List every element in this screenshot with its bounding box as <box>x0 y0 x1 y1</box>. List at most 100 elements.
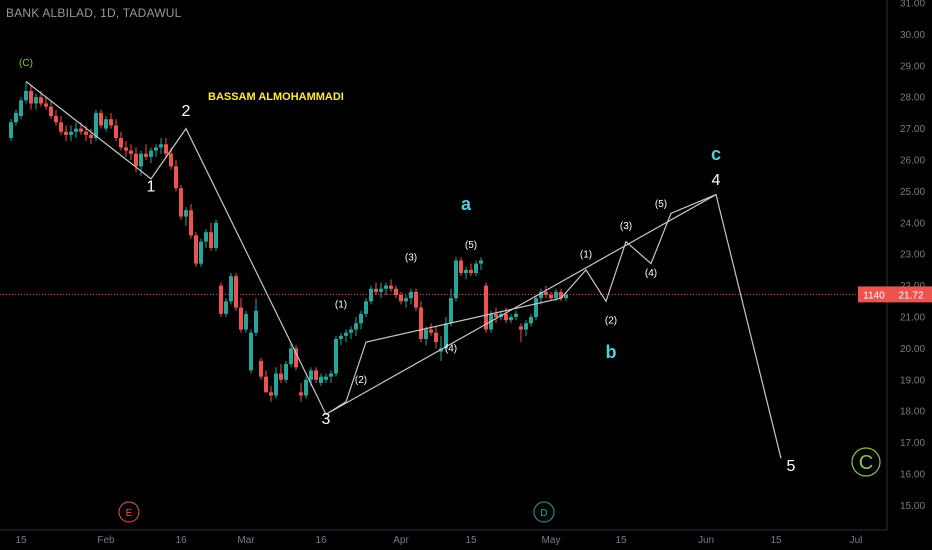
candle-body <box>379 288 383 292</box>
candle-body <box>109 119 113 126</box>
candle-body <box>279 373 283 380</box>
candle-body <box>414 291 418 308</box>
time-axis[interactable]: 15 Feb 16 Mar 16 Apr 15 May 15 Jun 15 Jul <box>0 529 887 546</box>
candle-body <box>229 276 233 302</box>
candle-body <box>514 313 518 317</box>
svg-text:C: C <box>859 452 873 474</box>
candle-body <box>259 360 263 377</box>
candle <box>349 326 353 339</box>
candle-body <box>524 323 528 330</box>
candle-body <box>79 128 83 132</box>
y-tick-label: 17.00 <box>900 438 925 449</box>
candle <box>49 100 53 120</box>
candle-body <box>254 310 258 333</box>
candle <box>254 298 258 336</box>
candle <box>154 144 158 157</box>
x-tick-label: Mar <box>237 535 255 546</box>
y-tick-label: 19.00 <box>900 375 925 386</box>
author-label: BASSAM ALMOHAMMADI <box>208 91 344 103</box>
x-tick-label: Jul <box>850 535 863 546</box>
x-tick-label: 16 <box>175 535 187 546</box>
wave-label: (C) <box>19 58 33 69</box>
candle <box>104 116 108 132</box>
candle <box>259 357 263 380</box>
candle-body <box>329 373 333 377</box>
candle <box>524 320 528 336</box>
event-marker-d[interactable]: D <box>533 501 555 523</box>
candle <box>469 263 473 277</box>
corrective-wave-line <box>325 193 717 415</box>
wave-label: 3 <box>322 411 331 428</box>
price-tag-value: 21.72 <box>898 290 923 301</box>
candle <box>164 138 168 157</box>
candle <box>404 295 408 308</box>
candle-body <box>544 291 548 296</box>
candle <box>444 317 448 352</box>
wave-label: (1) <box>580 249 592 260</box>
candle-body <box>519 326 523 330</box>
x-tick-label: 16 <box>315 535 327 546</box>
candle <box>279 364 283 383</box>
wave-label: 5 <box>787 458 796 475</box>
candle-body <box>89 134 93 139</box>
candle <box>294 345 298 371</box>
candle-body <box>479 260 483 264</box>
x-tick-label: Apr <box>393 535 409 546</box>
candle <box>479 257 483 270</box>
candle <box>9 119 13 142</box>
candle <box>219 282 223 317</box>
x-tick-label: Jun <box>698 535 714 546</box>
candle-body <box>129 150 133 154</box>
candle <box>389 279 393 292</box>
candle <box>304 376 308 399</box>
candle <box>119 131 123 151</box>
candle <box>334 335 338 377</box>
candle <box>339 332 343 346</box>
candle-body <box>44 103 48 107</box>
y-tick-label: 18.00 <box>900 407 925 418</box>
y-tick-label: 15.00 <box>900 501 925 512</box>
candle-body <box>29 90 33 104</box>
candle-body <box>119 138 123 148</box>
candle <box>69 125 73 142</box>
candle-body <box>54 116 58 123</box>
price-tag: 1140 21.72 <box>858 286 932 303</box>
candle-body <box>374 288 378 292</box>
x-tick-label: 15 <box>770 535 782 546</box>
candle-body <box>384 285 388 289</box>
candle-body <box>324 376 328 380</box>
candle <box>89 128 93 145</box>
candle <box>549 291 553 302</box>
candle-body <box>529 317 533 324</box>
price-axis[interactable]: 15.0016.0017.0018.0019.0020.0021.0022.00… <box>886 0 925 530</box>
wave-label: 2 <box>182 103 191 120</box>
candle-body <box>564 295 568 299</box>
candle <box>229 273 233 305</box>
candle <box>159 138 163 154</box>
event-marker-e[interactable]: E <box>118 501 140 523</box>
candle <box>394 285 398 299</box>
candle-body <box>239 307 243 330</box>
candle <box>344 329 348 343</box>
candle-body <box>549 295 553 299</box>
candle-body <box>84 131 88 135</box>
candle <box>379 282 383 299</box>
event-markers: E D <box>118 501 555 523</box>
candle-body <box>394 288 398 296</box>
candle-body <box>139 153 143 167</box>
candle-body <box>359 313 363 324</box>
candle <box>64 125 68 142</box>
candle <box>364 298 368 317</box>
candle-body <box>19 100 23 117</box>
wave-label: (2) <box>605 315 617 326</box>
wave-c-circle: C <box>851 447 881 477</box>
candle <box>384 282 388 296</box>
candle-body <box>309 370 313 380</box>
candle-body <box>189 210 193 236</box>
candle <box>34 94 38 110</box>
candle-body <box>429 329 433 333</box>
event-label-d: D <box>540 508 547 519</box>
candle-body <box>179 188 183 217</box>
candle-body <box>49 106 53 117</box>
